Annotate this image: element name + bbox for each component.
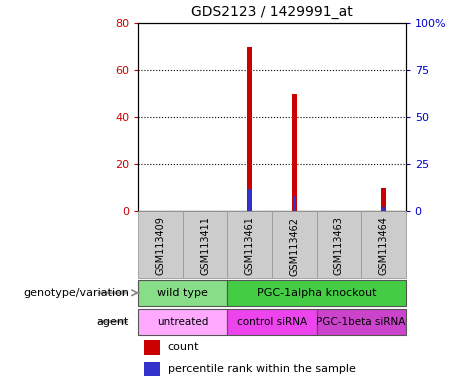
Text: GSM113462: GSM113462 [289,217,299,276]
Text: genotype/variation: genotype/variation [23,288,129,298]
Bar [138,280,227,306]
Bar [292,94,297,211]
Text: untreated: untreated [157,316,208,327]
Text: GSM113411: GSM113411 [200,217,210,275]
Text: control siRNA: control siRNA [237,316,307,327]
Text: percentile rank within the sample: percentile rank within the sample [168,364,355,374]
Bar [247,46,252,211]
Bar [227,309,317,334]
Bar [227,280,406,306]
Bar [248,189,251,211]
Bar [317,211,361,278]
Bar [361,211,406,278]
Text: PGC-1beta siRNA: PGC-1beta siRNA [316,316,406,327]
Text: count: count [168,343,199,353]
Text: GSM113464: GSM113464 [378,217,389,275]
Bar [138,211,183,278]
Bar [272,211,317,278]
Text: PGC-1alpha knockout: PGC-1alpha knockout [257,288,376,298]
Title: GDS2123 / 1429991_at: GDS2123 / 1429991_at [191,5,353,19]
Bar [293,196,296,211]
Bar [144,362,160,376]
Text: agent: agent [97,316,129,327]
Bar [183,211,227,278]
Bar [227,211,272,278]
Text: wild type: wild type [157,288,208,298]
Bar [382,207,385,211]
Bar [381,188,386,211]
Text: GSM113409: GSM113409 [155,217,165,275]
Bar [144,341,160,354]
Text: GSM113461: GSM113461 [245,217,255,275]
Text: GSM113463: GSM113463 [334,217,344,275]
Bar [138,309,227,334]
Bar [317,309,406,334]
